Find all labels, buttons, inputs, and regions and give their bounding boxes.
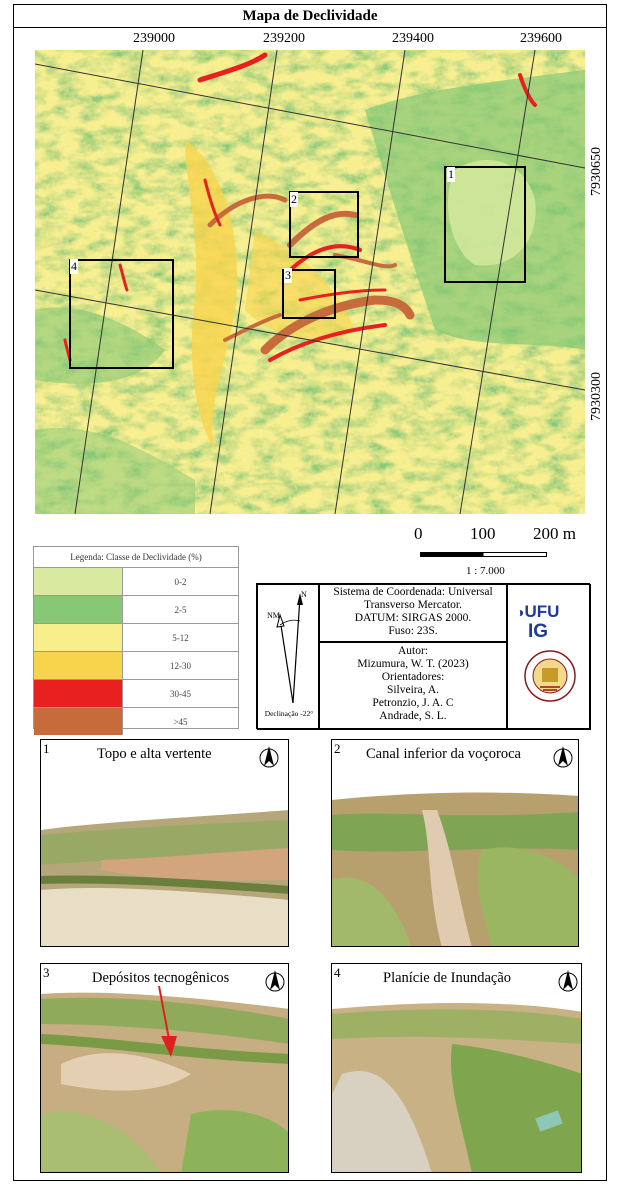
ufu-logo-text: UFU [524, 602, 560, 621]
legend-row: 2-5 [34, 596, 238, 624]
panel-number: 1 [43, 741, 50, 756]
map-title: Mapa de Declividade [13, 4, 607, 28]
north-label: N [301, 590, 307, 599]
institution-seal-icon [524, 650, 576, 702]
legend-swatch [34, 652, 123, 679]
scale-label-100: 100 [470, 524, 496, 543]
scale-label-200: 200 m [533, 524, 576, 543]
ufu-logo: ◑UFU [516, 602, 560, 621]
legend-swatch [34, 568, 123, 595]
legend-row: >45 [34, 708, 238, 735]
legend-label: 2-5 [174, 604, 187, 615]
scale-ratio: 1 : 7.000 [466, 565, 505, 577]
info-line: Silveira, A. [386, 684, 440, 696]
legend-label: 5-12 [172, 632, 189, 643]
legend-swatch [34, 596, 123, 623]
terrain-view-2 [332, 740, 578, 946]
legend-swatch [34, 624, 123, 651]
coord-y-7930300: 7930300 [589, 372, 604, 421]
info-line: Transverso Mercator. [364, 599, 462, 611]
author-info: Autor: Mizumura, W. T. (2023) Orientador… [319, 642, 507, 730]
north-arrow-icon [553, 746, 573, 768]
pointer-arrow-icon [158, 985, 177, 1057]
legend-label: 30-45 [170, 688, 191, 699]
north-arrow-icon [265, 970, 285, 992]
panel-title: Depósitos tecnogênicos [92, 970, 230, 986]
legend-title: Legenda: Classe de Declividade (%) [34, 547, 238, 568]
info-line: Andrade, S. L. [379, 710, 447, 722]
declination-diagram: N NM Declinação -22° [257, 584, 319, 730]
scale-label-0: 0 [414, 524, 423, 543]
panel-number: 2 [334, 741, 341, 756]
logo-area: ◑UFU IG [507, 584, 591, 730]
view-panel-3: 3 Depósitos tecnogênicos [40, 963, 289, 1173]
info-line: Petronzio, J. A. C [372, 697, 454, 709]
coord-x-239600: 239600 [520, 31, 562, 46]
info-line: Autor: [397, 645, 429, 657]
view-panel-1: 1 Topo e alta vertente [40, 739, 289, 947]
slope-map [35, 50, 585, 514]
coord-x-239200: 239200 [263, 31, 305, 46]
terrain-view-4 [332, 964, 581, 1172]
info-line: Fuso: 23S. [388, 625, 438, 637]
legend-swatch [34, 708, 123, 735]
coord-x-239000: 239000 [133, 31, 175, 46]
ig-logo: IG [528, 621, 549, 642]
info-block: N NM Declinação -22° Sistema de Coordena… [256, 583, 591, 730]
legend-label: 0-2 [174, 576, 187, 587]
panel-title: Topo e alta vertente [97, 746, 212, 762]
box-label-4: 4 [70, 259, 78, 274]
declination-arrows-icon [276, 593, 303, 704]
slope-map-graphic [35, 50, 585, 514]
legend-row: 12-30 [34, 652, 238, 680]
north-arrow-icon [558, 970, 578, 992]
declination-label: Declinação -22° [264, 709, 314, 718]
coord-y-7930650: 7930650 [589, 147, 604, 196]
panel-title: Canal inferior da voçoroca [366, 746, 521, 762]
legend-label: 12-30 [170, 660, 191, 671]
info-line: DATUM: SIRGAS 2000. [354, 612, 472, 624]
view-panel-2: 2 Canal inferior da voçoroca [331, 739, 579, 947]
legend-row: 30-45 [34, 680, 238, 708]
box-label-3: 3 [284, 268, 292, 283]
legend-label: >45 [173, 716, 188, 727]
view-panel-4: 4 Planície de Inundação [331, 963, 582, 1173]
box-label-1: 1 [447, 167, 455, 182]
coordinate-system-info: Sistema de Coordenada: Universal Transve… [319, 584, 507, 642]
scale-bar [420, 552, 547, 557]
legend-row: 0-2 [34, 568, 238, 596]
box-label-2: 2 [290, 192, 298, 207]
north-arrow-icon [259, 746, 279, 768]
panel-number: 4 [334, 965, 341, 980]
panel-number: 3 [43, 965, 50, 980]
terrain-view-3 [41, 964, 288, 1172]
info-line: Mizumura, W. T. (2023) [357, 658, 469, 670]
magnetic-north-label: NM [267, 611, 280, 620]
info-line: Orientadores: [381, 671, 445, 683]
terrain-view-1 [41, 740, 288, 946]
legend: Legenda: Classe de Declividade (%) 0-2 2… [33, 546, 239, 735]
info-line: Sistema de Coordenada: Universal [333, 586, 493, 598]
panel-title: Planície de Inundação [383, 970, 512, 986]
coord-x-239400: 239400 [392, 31, 434, 46]
legend-swatch [34, 680, 123, 707]
ufu-mark-icon: ◑ [516, 604, 525, 620]
legend-row: 5-12 [34, 624, 238, 652]
